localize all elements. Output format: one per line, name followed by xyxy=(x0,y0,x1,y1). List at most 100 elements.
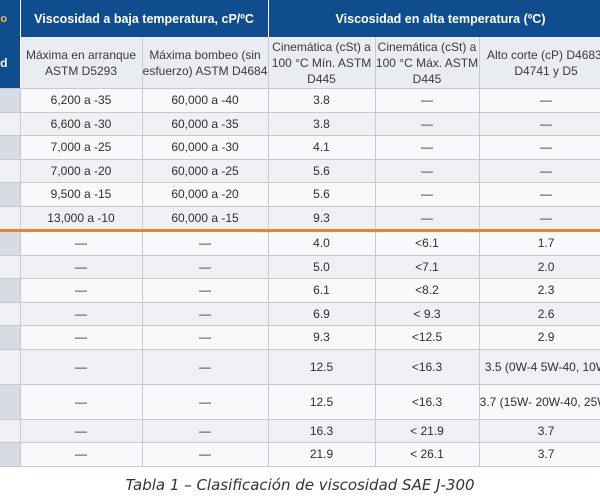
table-cell: 4.0 xyxy=(268,230,376,256)
row-grade-cell xyxy=(0,302,21,326)
column-header-kinematic-max: Cinemática (cSt) a 100 °C Máx. ASTM D445 xyxy=(375,37,480,89)
table-cell: — xyxy=(375,182,480,207)
row-grade-cell xyxy=(0,349,21,385)
table-cell: 3.7 xyxy=(479,442,600,467)
table-cell: 60,000 a -15 xyxy=(142,206,269,232)
table-row: — —6.9 < 9.3 2.6 xyxy=(0,302,600,326)
table-row: — —21.9 < 26.1 3.7 xyxy=(0,442,600,467)
table-cell: 2.3 xyxy=(479,278,600,303)
table-cell: <16.3 xyxy=(375,384,480,420)
column-header-high-shear: Alto corte (cP) D4683, D4741 y D5 xyxy=(479,37,600,89)
table-cell: 7,000 a -20 xyxy=(20,159,143,183)
table-cell: — xyxy=(20,325,143,350)
row-grade-cell xyxy=(0,278,21,303)
table-cell: — xyxy=(375,135,480,160)
header-first-column-cut-2: d xyxy=(0,37,21,89)
table-row: — —6.1 <8.2 2.3 xyxy=(0,278,600,303)
table-body: 6,200 a -35 60,000 a -40 3.8— —6,600 a -30 6… xyxy=(0,88,600,467)
table-cell: 60,000 a -25 xyxy=(142,159,269,183)
table-cell: — xyxy=(479,206,600,232)
table-cell: 3.7 (15W- 20W-40, 25W- xyxy=(479,384,600,420)
table-cell: 60,000 a -35 xyxy=(142,112,269,136)
table-row: — —9.3 <12.5 2.9 xyxy=(0,325,600,350)
table-cell: 5.0 xyxy=(268,255,376,279)
header-group-high-temperature: Viscosidad en alta temperatura (ºC) xyxy=(268,0,600,37)
table-cell: 2.9 xyxy=(479,325,600,350)
table-cell: — xyxy=(375,88,480,113)
table-cell: — xyxy=(142,255,269,279)
row-grade-cell xyxy=(0,88,21,113)
table-cell: 4.1 xyxy=(268,135,376,160)
table-cell: 12.5 xyxy=(268,349,376,385)
table-cell: 3.5 (0W-4 5W-40, 10W xyxy=(479,349,600,385)
table-caption: Tabla 1 – Clasificación de viscosidad SA… xyxy=(125,476,475,494)
table-cell: <16.3 xyxy=(375,349,480,385)
table-cell: 16.3 xyxy=(268,419,376,443)
table-cell: — xyxy=(20,278,143,303)
table-cell: 13,000 a -10 xyxy=(20,206,143,232)
table-cell: 60,000 a -20 xyxy=(142,182,269,207)
row-grade-cell xyxy=(0,230,21,256)
column-header-pumping: Máxima bombeo (sin esfuerzo) ASTM D4684 xyxy=(142,37,269,89)
viscosity-table: o Viscosidad a baja temperatura, cP/ºC V… xyxy=(0,0,600,467)
table-row: — —12.5 <16.3 3.7 (15W- 20W-40, 25W- xyxy=(0,384,600,420)
table-cell: 7,000 a -25 xyxy=(20,135,143,160)
table-cell: — xyxy=(142,442,269,467)
table-cell: — xyxy=(142,384,269,420)
table-cell: 2.0 xyxy=(479,255,600,279)
table-cell: — xyxy=(479,159,600,183)
column-header-cranking: Máxima en arranque ASTM D5293 xyxy=(20,37,143,89)
table-cell: — xyxy=(375,112,480,136)
row-grade-cell xyxy=(0,112,21,136)
table-cell: 9.3 xyxy=(268,206,376,232)
table-cell: 1.7 xyxy=(479,230,600,256)
table-cell: 3.8 xyxy=(268,88,376,113)
table-cell: — xyxy=(20,230,143,256)
row-grade-cell xyxy=(0,159,21,183)
table-cell: — xyxy=(142,302,269,326)
table-row: 6,600 a -30 60,000 a -35 3.8— — xyxy=(0,112,600,136)
table-cell: — xyxy=(479,112,600,136)
row-grade-cell xyxy=(0,255,21,279)
table-cell: — xyxy=(20,384,143,420)
table-cell: — xyxy=(20,419,143,443)
table-cell: — xyxy=(142,349,269,385)
row-grade-cell xyxy=(0,419,21,443)
table-cell: 3.8 xyxy=(268,112,376,136)
table-row: — —5.0 <7.1 2.0 xyxy=(0,255,600,279)
table-row: 9,500 a -15 60,000 a -20 5.6— — xyxy=(0,182,600,207)
table-cell: 6,200 a -35 xyxy=(20,88,143,113)
table-cell: — xyxy=(375,206,480,232)
row-grade-cell xyxy=(0,442,21,467)
column-header-kinematic-min: Cinemática (cSt) a 100 °C Mín. ASTM D445 xyxy=(268,37,376,89)
table-row: — —16.3 < 21.9 3.7 xyxy=(0,419,600,443)
table-cell: — xyxy=(375,159,480,183)
table-cell: — xyxy=(479,182,600,207)
table-cell: — xyxy=(479,135,600,160)
table-row: 7,000 a -20 60,000 a -25 5.6— — xyxy=(0,159,600,183)
header-group-low-temperature: Viscosidad a baja temperatura, cP/ºC xyxy=(20,0,269,37)
row-grade-cell xyxy=(0,206,21,232)
table-cell: 2.6 xyxy=(479,302,600,326)
table-cell: — xyxy=(142,325,269,350)
table-cell: — xyxy=(479,88,600,113)
table-row: — —4.0 <6.1 1.7 xyxy=(0,230,600,256)
viscosity-table-container: o Viscosidad a baja temperatura, cP/ºC V… xyxy=(0,0,600,467)
table-cell: <7.1 xyxy=(375,255,480,279)
table-cell: — xyxy=(20,302,143,326)
table-cell: 3.7 xyxy=(479,419,600,443)
row-grade-cell xyxy=(0,135,21,160)
table-cell: 21.9 xyxy=(268,442,376,467)
table-cell: — xyxy=(20,349,143,385)
table-cell: < 26.1 xyxy=(375,442,480,467)
table-cell: — xyxy=(20,442,143,467)
row-grade-cell xyxy=(0,384,21,420)
table-row: 6,200 a -35 60,000 a -40 3.8— — xyxy=(0,88,600,113)
table-cell: <8.2 xyxy=(375,278,480,303)
table-cell: 60,000 a -40 xyxy=(142,88,269,113)
row-grade-cell xyxy=(0,325,21,350)
table-cell: 6.9 xyxy=(268,302,376,326)
table-cell: 9.3 xyxy=(268,325,376,350)
table-row: — —12.5 <16.3 3.5 (0W-4 5W-40, 10W xyxy=(0,349,600,385)
table-cell: — xyxy=(142,230,269,256)
